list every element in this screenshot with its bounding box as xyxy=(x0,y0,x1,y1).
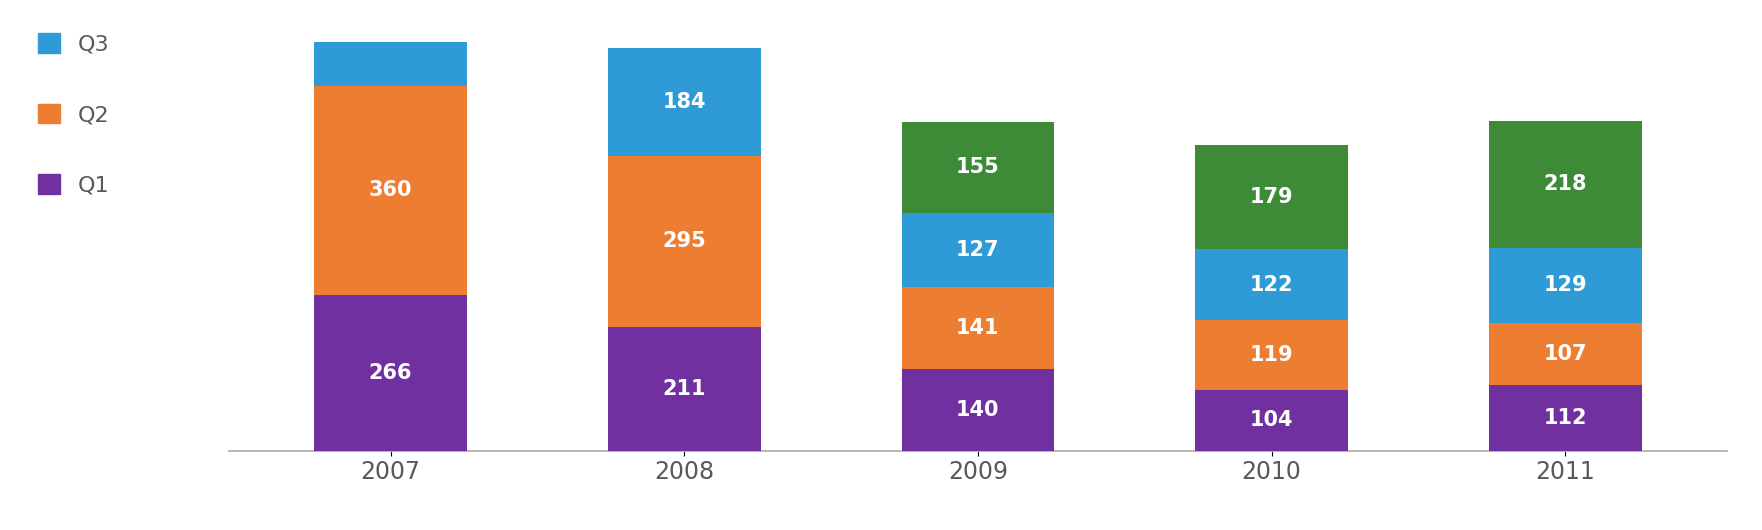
Bar xyxy=(1195,250,1348,321)
Bar xyxy=(1489,248,1642,323)
Bar xyxy=(608,155,761,328)
Text: 119: 119 xyxy=(1249,345,1293,365)
Text: 155: 155 xyxy=(957,157,999,178)
Bar xyxy=(314,85,467,295)
Text: 295: 295 xyxy=(663,232,707,252)
Bar xyxy=(1489,323,1642,385)
Text: 127: 127 xyxy=(957,240,999,260)
Bar xyxy=(902,213,1054,287)
Text: 129: 129 xyxy=(1544,275,1588,295)
Text: 122: 122 xyxy=(1249,275,1293,295)
Text: 140: 140 xyxy=(957,400,999,420)
Text: 179: 179 xyxy=(1249,187,1293,207)
Bar xyxy=(608,48,761,155)
Text: 112: 112 xyxy=(1544,408,1588,428)
Bar xyxy=(608,328,761,450)
Bar xyxy=(1195,321,1348,390)
Text: 211: 211 xyxy=(663,379,707,399)
Text: 141: 141 xyxy=(957,318,999,338)
Text: 104: 104 xyxy=(1249,410,1293,430)
Bar xyxy=(902,287,1054,369)
Bar xyxy=(1195,145,1348,249)
Bar xyxy=(314,0,467,85)
Text: 184: 184 xyxy=(663,92,707,112)
Bar xyxy=(1489,385,1642,450)
Bar xyxy=(902,369,1054,450)
Bar xyxy=(1489,120,1642,248)
Text: 266: 266 xyxy=(368,363,412,383)
Bar xyxy=(1195,390,1348,450)
Text: 107: 107 xyxy=(1544,344,1588,364)
Bar xyxy=(902,122,1054,213)
Bar xyxy=(314,295,467,450)
Text: 360: 360 xyxy=(368,181,412,200)
Text: 218: 218 xyxy=(1544,174,1588,194)
Legend: Q3, Q2, Q1: Q3, Q2, Q1 xyxy=(39,33,109,196)
